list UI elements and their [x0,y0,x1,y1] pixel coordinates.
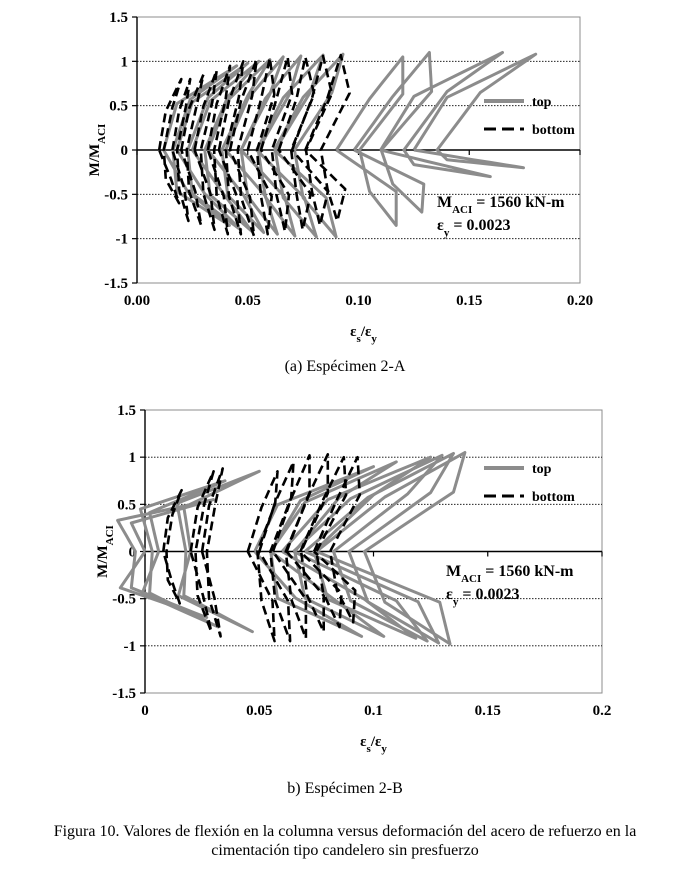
charta-legend-label-bottom: bottom [532,123,575,138]
charta-top-loop-10 [379,51,504,179]
chartb-ytick-label-4: -0.5 [112,592,136,608]
caption-a: (a) Espécimen 2-A [284,358,406,375]
charta-bottom-loop-11 [304,53,351,223]
charta-series-bottom [157,53,351,238]
charta-top-loop-8 [335,55,405,227]
charta-top-loop-11 [412,52,538,170]
charta-bottom-loop-0 [157,77,183,205]
figure-caption-line2: cimentación tipo candelero sin presfuerz… [211,842,479,859]
chartb-ytick-label-1: 1 [129,450,137,466]
chartb-top-loop-7 [304,451,455,645]
charta-xtick-label-2: 0.10 [345,293,371,309]
figure-caption-line1: Figura 10. Valores de flexión en la colu… [53,823,637,840]
chartb-top-loop-8 [315,451,467,646]
chartb-xtick-label-4: 0.2 [593,703,612,719]
charta-bottom-loop-2 [180,73,205,227]
charta-ytick-label-1: 1 [121,54,129,70]
chartb-annotation-mmax: MACI = 1560 kN-m [446,563,574,585]
charta-xtick-label-0: 0.00 [124,293,150,309]
charta-ytick-label-4: -0.5 [104,187,128,203]
chartb-xtick-label-1: 0.05 [246,703,272,719]
chartb-bottom-loop-1 [189,470,215,633]
charta-bottom-loop-4 [206,64,232,236]
charta-ytick-label-5: -1 [116,232,129,248]
chartb-x-axis-label: εs/εy [360,734,387,755]
charta-x-axis-label: εs/εy [350,324,377,345]
chartb-bottom-loop-6 [285,452,330,633]
chartb-legend-label-top: top [532,462,552,477]
caption-b: b) Espécimen 2-B [287,780,403,797]
chartb-bottom-loop-8 [312,455,362,624]
chartb-legend-label-bottom: bottom [532,490,575,505]
charta-bottom-loop-7 [246,56,276,236]
charta-ytick-label-2: 0.5 [109,99,128,115]
chartb-top-loop-2 [175,469,261,634]
chartb-y-axis-label: M/MACI [95,525,116,578]
chartb-top-loop-1 [138,479,227,629]
chartb-bottom-loop-4 [258,460,295,643]
chart-a: 1.5 1 0.5 0 -0.5 -1 -1.50.00 0.05 0.10 0.15 0.20 εs… [87,10,593,345]
chartb-ytick-label-3: 0 [129,545,137,561]
chartb-ytick-label-5: -1 [124,639,137,655]
chartb-bottom-loop-3 [246,470,279,643]
charta-top-loop-2 [190,59,261,234]
chartb-bottom-loop-2 [200,467,224,638]
chartb-xtick-label-2: 0.1 [364,703,383,719]
chart-b: 1.5 1 0.5 0 -0.5 -1 -1.5 0 0.05 0.1 0.15 0.2 εs/εy M/… [95,403,612,755]
charta-y-axis-label: M/MACI [87,124,108,177]
chartb-ytick-label-6: -1.5 [112,686,136,702]
charta-legend-label-top: top [532,95,552,110]
chartb-bottom-loop-0 [162,488,183,605]
charta-annotation-ey: εy = 0.0023 [437,217,510,239]
chartb-bottom-loop-5 [271,453,311,640]
charta-ytick-label-0: 1.5 [109,10,128,26]
charta-bottom-loop-1 [171,77,192,223]
chartb-ytick-label-0: 1.5 [117,403,136,419]
charta-bottom-loop-8 [259,55,294,233]
chartb-series-bottom [162,452,362,643]
chartb-xtick-label-0: 0 [141,703,149,719]
figure-caption: Figura 10. Valores de flexión en la colu… [0,822,690,860]
charta-bottom-loop-3 [193,68,218,232]
charta-bottom-loop-9 [277,55,316,232]
chartb-xtick-label-3: 0.15 [475,703,501,719]
charta-bottom-loop-6 [228,58,258,238]
charta-annotation-mmax: MACI = 1560 kN-m [437,194,565,216]
charta-ytick-label-6: -1.5 [104,276,128,292]
charta-bottom-loop-5 [217,59,245,236]
charta-ytick-label-3: 0 [121,143,129,159]
chartb-annotation-ey: εy = 0.0023 [446,586,519,608]
chartb-ytick-label-2: 0.5 [117,497,136,513]
charta-xtick-label-4: 0.20 [567,293,593,309]
charta-xtick-label-1: 0.05 [235,293,261,309]
chartb-bottom-loop-7 [299,455,348,629]
charta-top-loop-7 [272,52,345,239]
charta-xtick-label-3: 0.15 [456,293,482,309]
